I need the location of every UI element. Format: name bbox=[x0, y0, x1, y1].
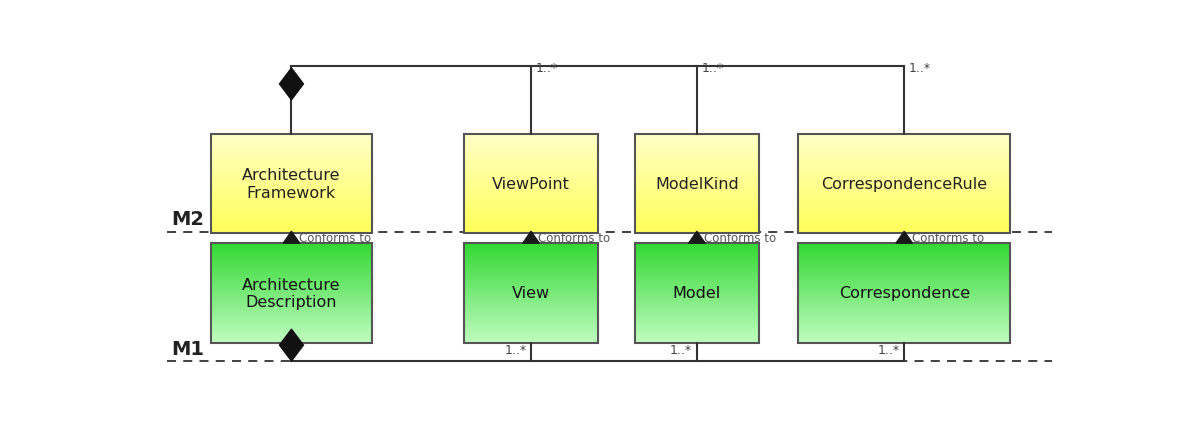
Text: 1..*: 1..* bbox=[877, 343, 900, 356]
Polygon shape bbox=[897, 232, 912, 244]
Text: ViewPoint: ViewPoint bbox=[492, 177, 570, 191]
Polygon shape bbox=[523, 232, 540, 244]
Bar bbox=[210, 134, 372, 233]
Text: Correspondence: Correspondence bbox=[838, 286, 970, 301]
Text: View: View bbox=[512, 286, 551, 301]
Text: ModelKind: ModelKind bbox=[655, 177, 738, 191]
Text: 1..*: 1..* bbox=[908, 62, 931, 75]
Bar bbox=[464, 134, 598, 233]
Text: M2: M2 bbox=[171, 210, 205, 229]
Polygon shape bbox=[688, 232, 705, 244]
Text: Conforms to: Conforms to bbox=[912, 231, 983, 244]
Bar bbox=[798, 244, 1011, 343]
Text: Model: Model bbox=[673, 286, 721, 301]
Bar bbox=[635, 244, 759, 343]
Text: Conforms to: Conforms to bbox=[539, 231, 610, 244]
Bar bbox=[464, 244, 598, 343]
Text: Conforms to: Conforms to bbox=[704, 231, 776, 244]
Text: Architecture
Framework: Architecture Framework bbox=[243, 168, 341, 200]
Text: CorrespondenceRule: CorrespondenceRule bbox=[822, 177, 987, 191]
Bar bbox=[210, 244, 372, 343]
Text: Architecture
Description: Architecture Description bbox=[243, 277, 341, 310]
Text: 1..*: 1..* bbox=[536, 62, 558, 75]
Polygon shape bbox=[279, 69, 303, 101]
Text: 1..*: 1..* bbox=[702, 62, 724, 75]
Polygon shape bbox=[279, 329, 303, 361]
Text: Conforms to: Conforms to bbox=[298, 231, 371, 244]
Bar bbox=[635, 134, 759, 233]
Text: 1..*: 1..* bbox=[671, 343, 692, 356]
Polygon shape bbox=[283, 232, 300, 244]
Text: 1..*: 1..* bbox=[504, 343, 527, 356]
Text: M1: M1 bbox=[171, 339, 205, 358]
Bar bbox=[798, 134, 1011, 233]
